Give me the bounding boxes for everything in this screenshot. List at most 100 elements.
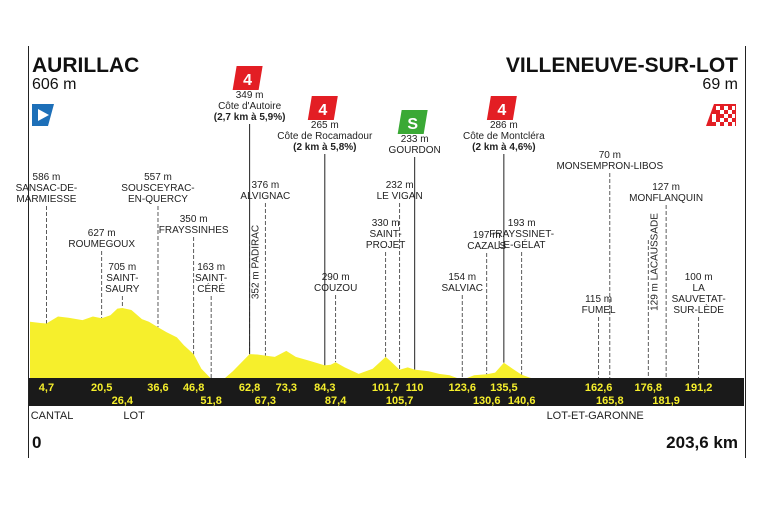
start-distance: 0 <box>32 433 42 452</box>
waypoint-label: 115 m <box>585 294 612 305</box>
km-marker-top: 123,6 <box>448 382 476 394</box>
waypoint-label: ROUMEGOUX <box>68 239 135 250</box>
waypoint-label: 290 m <box>322 272 350 283</box>
km-marker-top: 73,3 <box>276 382 297 394</box>
region-label: LOT <box>123 410 145 422</box>
km-marker-top: 46,8 <box>183 382 204 394</box>
waypoint-label: FUMEL <box>582 305 616 316</box>
km-marker-top: 84,3 <box>314 382 335 394</box>
finish-flag-icon <box>706 104 736 126</box>
climb-category: 4 <box>497 102 506 119</box>
waypoint-label-vertical: 129 m LACAUSSADE <box>649 213 660 311</box>
km-marker-bottom: 26,4 <box>112 395 134 407</box>
waypoint-label: SAINT- <box>106 273 138 284</box>
km-marker-top: 4,7 <box>39 382 54 394</box>
waypoint-label: 376 m <box>251 180 279 191</box>
km-band <box>29 378 744 406</box>
waypoint-label: 193 m <box>508 218 536 229</box>
km-marker-top: 62,8 <box>239 382 260 394</box>
km-marker-bottom: 181,9 <box>652 395 680 407</box>
waypoint-label: 70 m <box>599 150 621 161</box>
km-marker-bottom: 87,4 <box>325 395 347 407</box>
waypoint-label: 557 m <box>144 172 172 183</box>
waypoint-label: 705 m <box>108 262 136 273</box>
finish-altitude: 69 m <box>702 76 738 93</box>
start-flag-arrow-icon <box>38 109 49 121</box>
waypoint-label: CÉRÉ <box>197 282 225 295</box>
finish-distance: 203,6 km <box>666 433 738 452</box>
climb-category: S <box>407 116 418 133</box>
waypoint-label: SAINT- <box>195 273 227 284</box>
waypoint-label: 350 m <box>180 214 208 225</box>
waypoint-label: MONFLANQUIN <box>629 193 703 204</box>
start-town: AURILLAC <box>32 54 140 77</box>
waypoint-label: 197 m <box>473 230 501 241</box>
climb-cat-flag-icon <box>307 96 338 120</box>
waypoint-label: LE VIGAN <box>377 191 423 202</box>
waypoint-label: 154 m <box>448 272 476 283</box>
km-marker-bottom: 67,3 <box>255 395 276 407</box>
waypoint-label: FRAYSSINHES <box>159 225 229 236</box>
finish-town: VILLENEUVE-SUR-LOT <box>505 54 738 77</box>
climb-label: Côte d'Autoire <box>218 101 281 112</box>
km-marker-top: 36,6 <box>147 382 168 394</box>
climb-label: Côte de Rocamadour <box>277 131 373 142</box>
km-marker-top: 135,5 <box>490 382 518 394</box>
climb-label: 286 m <box>490 120 518 131</box>
waypoint-label: COUZOU <box>314 283 357 294</box>
waypoint-label: SAUVETAT- <box>672 294 726 305</box>
waypoint-label: FRAYSSINET- <box>489 229 554 240</box>
km-marker-top: 176,8 <box>635 382 663 394</box>
km-marker-bottom: 105,7 <box>386 395 414 407</box>
region-label: CANTAL <box>30 410 74 422</box>
km-marker-top: 20,5 <box>91 382 112 394</box>
waypoint-label: CAZALS <box>467 241 506 252</box>
waypoint-label: SUR-LÈDE <box>673 303 724 316</box>
km-marker-top: 191,2 <box>685 382 713 394</box>
waypoint-label: SOUSCEYRAC- <box>121 183 194 194</box>
climb-label: Côte de Montcléra <box>463 131 545 142</box>
waypoint-label: 163 m <box>197 262 225 273</box>
waypoint-label: LA <box>693 283 706 294</box>
sprint-flag-icon <box>397 110 428 134</box>
climb-label: (2,7 km à 5,9%) <box>214 112 286 123</box>
waypoint-label: 330 m <box>372 218 400 229</box>
waypoint-label: SAINT- <box>370 229 402 240</box>
waypoint-label: 127 m <box>652 182 680 193</box>
climb-label: (2 km à 5,8%) <box>293 142 356 153</box>
waypoint-label: MONSEMPRON-LIBOS <box>556 161 663 172</box>
waypoint-label: ALVIGNAC <box>240 191 290 202</box>
climb-label: 265 m <box>311 120 339 131</box>
climb-category: 4 <box>243 72 252 89</box>
waypoint-label: 232 m <box>386 180 414 191</box>
km-marker-top: 101,7 <box>372 382 400 394</box>
km-marker-top: 110 <box>406 382 424 394</box>
waypoint-label: 586 m <box>33 172 61 183</box>
km-marker-bottom: 130,6 <box>473 395 501 407</box>
waypoint-label: PROJET <box>366 240 405 251</box>
waypoint-label-vertical: 352 m PADIRAC <box>251 225 262 299</box>
region-label: LOT-ET-GARONNE <box>546 410 644 422</box>
climb-label: (2 km à 4,6%) <box>472 142 535 153</box>
waypoint-label: EN-QUERCY <box>128 194 188 205</box>
km-marker-bottom: 165,8 <box>596 395 624 407</box>
climb-category: 4 <box>318 102 327 119</box>
climb-label: 349 m <box>236 90 264 101</box>
climb-label: GOURDON <box>389 145 441 156</box>
waypoint-label: LE-GÉLAT <box>498 238 546 251</box>
climb-label: 233 m <box>401 134 429 145</box>
start-altitude: 606 m <box>32 76 77 93</box>
waypoint-label: SAURY <box>105 284 140 295</box>
waypoint-label: SALVIAC <box>441 283 483 294</box>
km-marker-bottom: 51,8 <box>200 395 221 407</box>
waypoint-label: SANSAC-DE- <box>16 183 78 194</box>
km-marker-bottom: 140,6 <box>508 395 536 407</box>
profile-frame <box>28 46 746 458</box>
waypoint-label: 100 m <box>685 272 713 283</box>
climb-cat-flag-icon <box>232 66 263 90</box>
waypoint-label: 627 m <box>88 228 116 239</box>
waypoint-label: MARMIESSE <box>16 194 76 205</box>
climb-cat-flag-icon <box>486 96 517 120</box>
km-marker-top: 162,6 <box>585 382 613 394</box>
